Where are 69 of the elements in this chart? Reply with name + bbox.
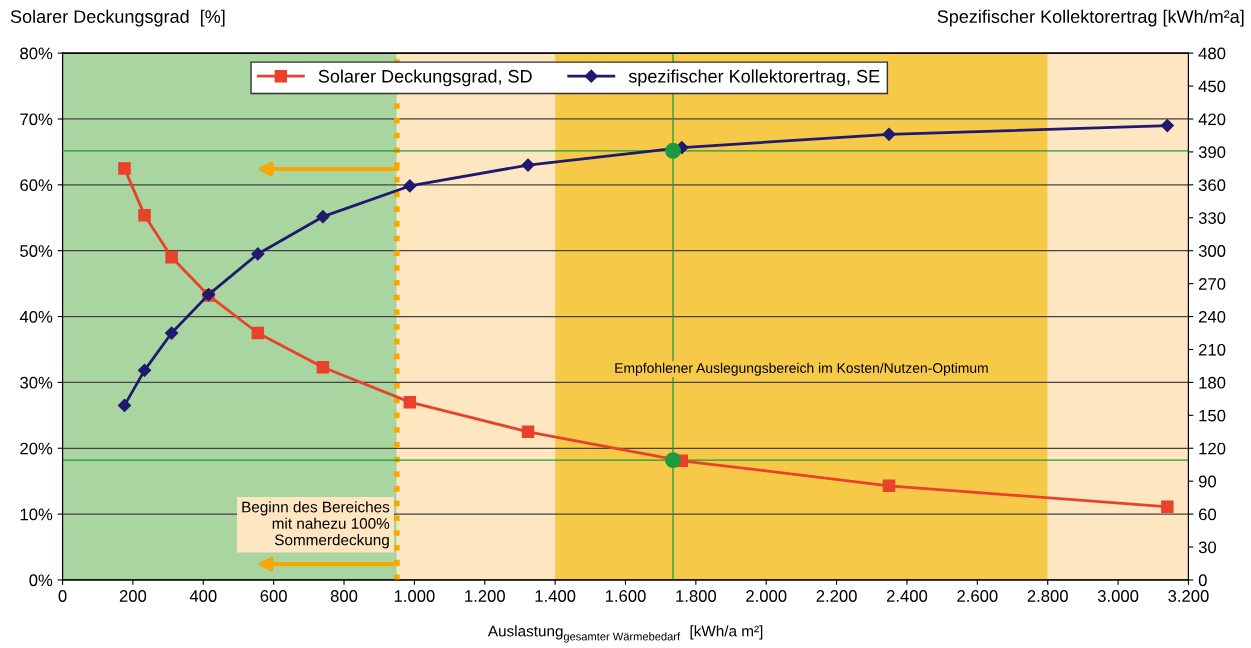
y2-tick-label: 210 [1199, 343, 1226, 356]
point [665, 452, 681, 469]
x-tick-label: 400 [189, 590, 217, 602]
point [165, 326, 179, 340]
legend-label: spezifischer Kollektorertrag, SE [628, 69, 880, 87]
x-tick-label: 1.400 [535, 590, 576, 602]
point [665, 142, 681, 159]
y-axis-title: Solarer Deckungsgrad [%] [10, 9, 225, 27]
point [251, 326, 265, 340]
y2-tick-label: 390 [1198, 146, 1226, 159]
point [316, 210, 330, 224]
y2-tick-label: 270 [1199, 278, 1226, 290]
x-tick-label: 3.000 [1097, 590, 1139, 602]
y2-tick-label: 240 [1199, 310, 1226, 323]
point [882, 127, 896, 141]
y-tick-label: 60% [20, 179, 53, 192]
x-tick-label: 2.600 [957, 590, 998, 602]
y2-tick-label: 90 [1198, 475, 1217, 488]
point [316, 361, 330, 374]
point [882, 479, 896, 493]
y-tick-label: 40% [19, 310, 53, 323]
point [1160, 118, 1174, 133]
y-tick-label: 10% [20, 508, 53, 521]
point [138, 208, 151, 222]
point [118, 162, 131, 175]
y2-tick-label: 300 [1198, 245, 1226, 257]
y-tick-label: 70% [20, 113, 53, 126]
point [521, 425, 535, 439]
y2-tick-label: 330 [1198, 212, 1226, 224]
point [165, 251, 178, 264]
x-tick-label: 2.400 [886, 590, 928, 602]
x-tick-label: 800 [330, 590, 358, 602]
y2-tick-label: 120 [1199, 442, 1226, 455]
point [251, 247, 265, 261]
y2-axis-title: Spezifischer Kollektorertrag [kWh/m²a] [937, 9, 1244, 27]
x-tick-label: 0 [58, 590, 67, 602]
point [137, 363, 152, 377]
y2-tick-label: 360 [1198, 179, 1226, 192]
x-tick-label: 1.200 [465, 590, 505, 602]
point [403, 395, 417, 409]
y2-tick-label: 420 [1198, 113, 1226, 126]
y2-tick-label: 180 [1199, 376, 1226, 389]
y-tick-label: 30% [20, 376, 53, 389]
point [521, 158, 535, 172]
x-tick-label: 200 [119, 590, 147, 602]
x-tick-label: 600 [260, 590, 287, 602]
x-tick-label: 1.600 [605, 590, 646, 602]
point [403, 179, 417, 193]
x-tick-label: 2.000 [746, 590, 787, 602]
y-tick-label: 50% [20, 245, 53, 257]
x-tick-label: 2.200 [816, 590, 857, 602]
y2-tick-label: 30 [1198, 541, 1217, 554]
x-tick-label: 2.800 [1027, 590, 1068, 602]
x-tick-label: 1.800 [676, 590, 717, 602]
y-tick-label: 80% [20, 47, 53, 60]
y2-tick-label: 150 [1199, 409, 1226, 422]
band-label: Empfohlener Auslegungsbereich im Kosten/Nutzen-Optimum [615, 362, 988, 376]
y-tick-label: 0% [29, 574, 53, 587]
y2-tick-label: 450 [1198, 80, 1226, 93]
x-tick-label: 3.200 [1168, 590, 1209, 602]
y2-tick-label: 480 [1198, 47, 1226, 60]
y2-tick-label: 60 [1199, 508, 1217, 521]
ref-line-label: Beginn des Bereiches mit nahezu 100% Sommerdeckung [242, 501, 390, 549]
point [1161, 500, 1174, 514]
legend-label: Solarer Deckungsgrad, SD [318, 69, 532, 87]
y2-tick-label: 0 [1198, 574, 1207, 587]
x-tick-label: 1.000 [394, 590, 435, 602]
y-tick-label: 20% [20, 442, 53, 455]
point [117, 398, 132, 413]
